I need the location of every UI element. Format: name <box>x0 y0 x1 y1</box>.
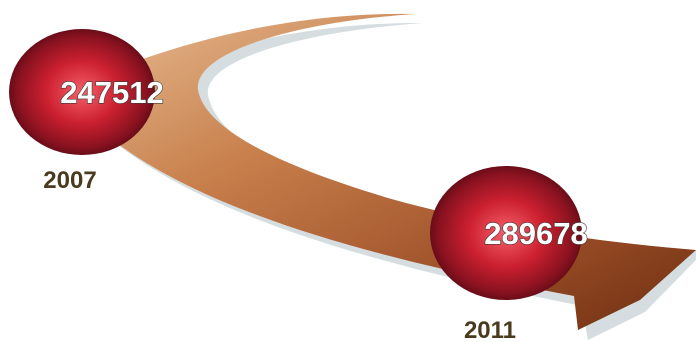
curved-arrow <box>95 13 696 330</box>
year-label-2007: 2007 <box>43 167 96 194</box>
bubble-2011 <box>430 166 582 300</box>
bubble-2007 <box>9 29 155 155</box>
milestone-2007: 247512 2007 <box>9 29 164 194</box>
bubble-value-2011: 289678 <box>484 216 587 251</box>
year-label-2011: 2011 <box>464 317 516 342</box>
bubble-value-2007: 247512 <box>60 75 163 110</box>
milestone-2011: 289678 2011 <box>430 166 588 342</box>
